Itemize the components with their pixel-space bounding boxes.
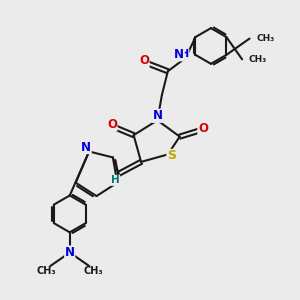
Text: CH₃: CH₃: [256, 34, 274, 43]
Text: H: H: [180, 49, 189, 59]
Text: H: H: [111, 175, 120, 185]
Text: CH₃: CH₃: [36, 266, 56, 276]
Text: O: O: [107, 118, 117, 130]
Text: N: N: [174, 48, 184, 61]
Text: S: S: [167, 149, 176, 162]
Text: CH₃: CH₃: [249, 55, 267, 64]
Text: N: N: [81, 140, 91, 154]
Text: N: N: [152, 109, 162, 122]
Text: O: O: [198, 122, 208, 135]
Text: CH₃: CH₃: [84, 266, 103, 276]
Text: N: N: [65, 246, 75, 259]
Text: O: O: [139, 54, 149, 67]
